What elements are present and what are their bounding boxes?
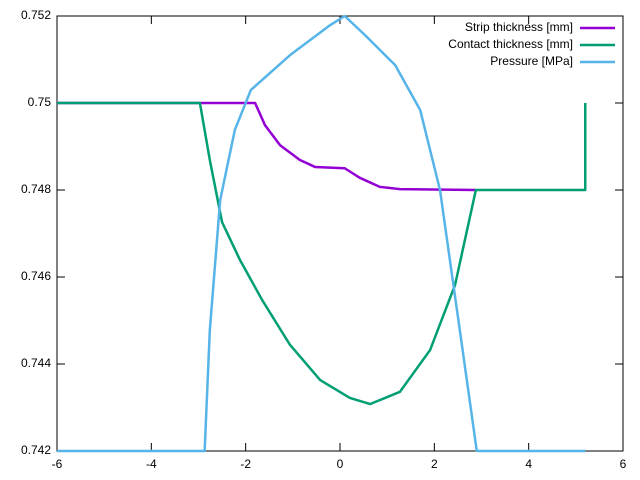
y-tick-label: 0.752	[21, 8, 51, 22]
series-line	[57, 101, 476, 192]
x-tick-label: 4	[525, 457, 532, 471]
legend-label: Strip thickness [mm]	[465, 20, 573, 34]
legend-label: Contact thickness [mm]	[448, 37, 573, 51]
plot-frame	[56, 15, 624, 452]
x-tick-label: 0	[337, 457, 344, 471]
x-tick-label: 6	[620, 457, 627, 471]
series-line	[57, 14, 586, 453]
y-tick-label: 0.746	[21, 269, 51, 283]
y-tick-label: 0.742	[21, 443, 51, 457]
x-tick-label: -2	[240, 457, 251, 471]
y-tick-label: 0.744	[21, 356, 51, 370]
x-tick-label: -4	[146, 457, 157, 471]
x-tick-label: -6	[52, 457, 63, 471]
y-tick-label: 0.748	[21, 182, 51, 196]
x-tick-label: 2	[431, 457, 438, 471]
y-tick-label: 0.75	[28, 95, 52, 109]
series-line	[57, 101, 587, 406]
legend-label: Pressure [MPa]	[490, 54, 573, 68]
